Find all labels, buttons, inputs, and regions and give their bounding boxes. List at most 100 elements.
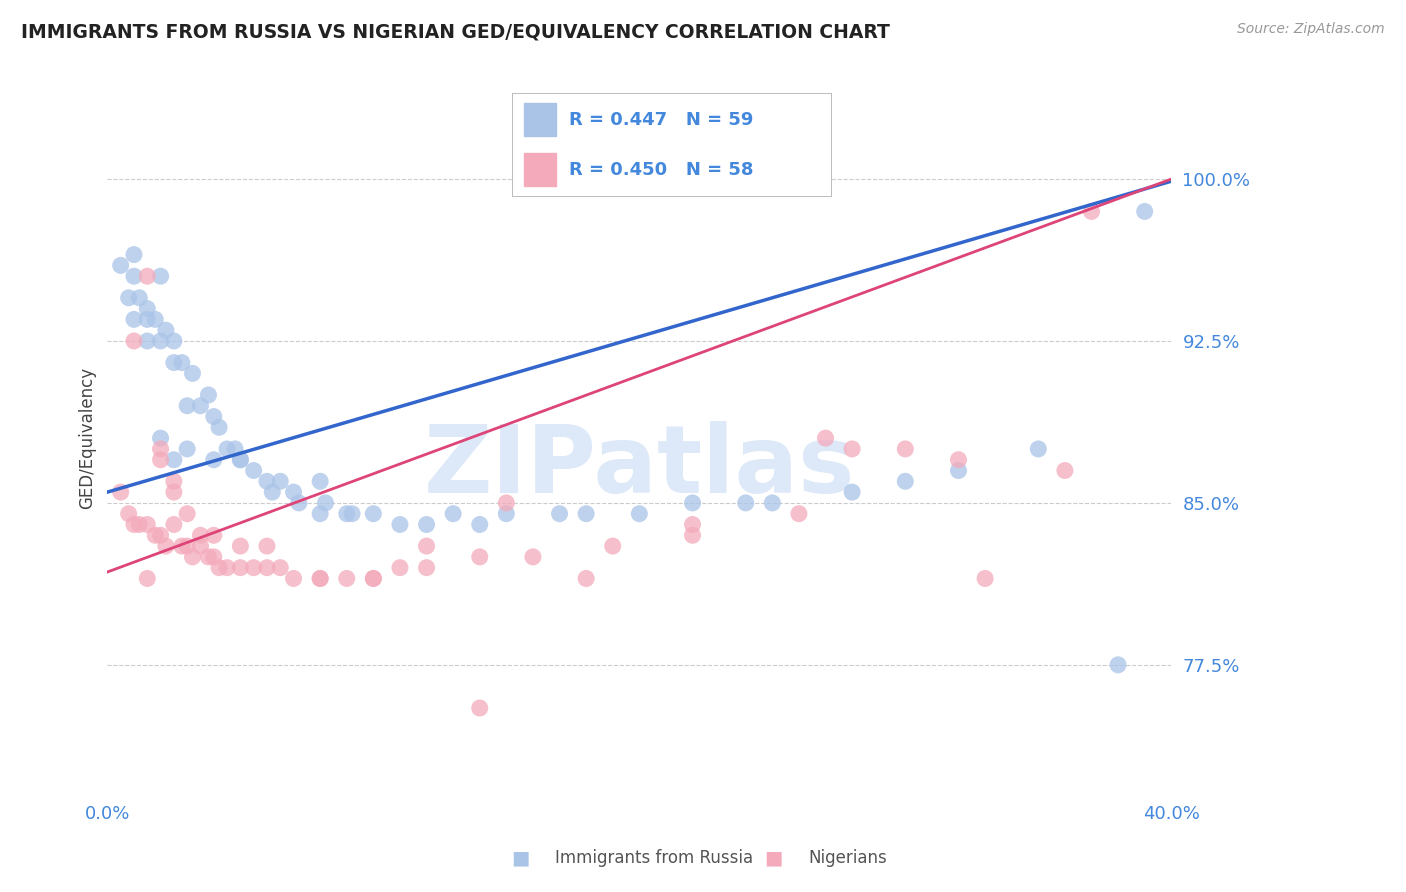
Point: [224, 442, 246, 456]
Point: [143, 528, 166, 542]
Point: [136, 517, 159, 532]
Point: [309, 572, 332, 586]
Point: [110, 259, 132, 273]
Point: [522, 549, 544, 564]
Text: Immigrants from Russia: Immigrants from Russia: [555, 849, 754, 867]
Point: [163, 334, 186, 348]
Point: [441, 507, 464, 521]
Point: [841, 442, 863, 456]
Point: [202, 409, 225, 424]
Point: [110, 485, 132, 500]
Point: [309, 475, 332, 489]
Point: [1053, 463, 1076, 477]
Point: [202, 549, 225, 564]
Text: ■: ■: [763, 848, 783, 868]
Point: [1080, 204, 1102, 219]
Point: [1133, 204, 1156, 219]
Text: ■: ■: [510, 848, 530, 868]
Point: [363, 572, 385, 586]
Point: [197, 549, 219, 564]
Point: [242, 560, 264, 574]
Text: ZIPatlas: ZIPatlas: [423, 421, 855, 513]
Point: [761, 496, 783, 510]
Point: [309, 572, 332, 586]
Point: [495, 507, 517, 521]
Point: [122, 517, 145, 532]
Point: [262, 485, 284, 500]
Point: [217, 560, 239, 574]
Point: [283, 572, 305, 586]
Point: [948, 452, 970, 467]
Point: [974, 572, 997, 586]
Point: [242, 463, 264, 477]
Point: [256, 475, 278, 489]
Point: [468, 549, 491, 564]
Point: [149, 442, 172, 456]
Point: [468, 701, 491, 715]
Point: [128, 517, 150, 532]
Point: [336, 507, 359, 521]
Point: [283, 485, 305, 500]
Point: [602, 539, 624, 553]
Point: [163, 355, 186, 369]
Point: [894, 475, 917, 489]
Point: [176, 399, 198, 413]
Point: [136, 572, 159, 586]
Point: [415, 539, 437, 553]
Point: [155, 539, 177, 553]
Point: [229, 452, 252, 467]
Point: [682, 517, 704, 532]
Point: [1107, 657, 1129, 672]
Point: [176, 539, 198, 553]
Point: [149, 334, 172, 348]
Point: [118, 507, 141, 521]
Point: [202, 452, 225, 467]
Point: [288, 496, 311, 510]
Point: [163, 452, 186, 467]
Point: [176, 442, 198, 456]
Point: [149, 431, 172, 445]
Text: Source: ZipAtlas.com: Source: ZipAtlas.com: [1237, 22, 1385, 37]
Point: [269, 560, 291, 574]
Point: [363, 507, 385, 521]
Point: [1026, 442, 1049, 456]
Point: [149, 528, 172, 542]
Point: [841, 485, 863, 500]
Point: [163, 517, 186, 532]
Point: [415, 560, 437, 574]
Point: [734, 496, 756, 510]
Point: [190, 399, 212, 413]
Point: [336, 572, 359, 586]
Y-axis label: GED/Equivalency: GED/Equivalency: [79, 368, 96, 509]
Point: [190, 539, 212, 553]
Point: [575, 572, 598, 586]
Point: [894, 442, 917, 456]
Point: [468, 517, 491, 532]
Point: [197, 388, 219, 402]
Point: [136, 269, 159, 284]
Point: [155, 323, 177, 337]
Point: [208, 420, 231, 434]
Point: [190, 528, 212, 542]
Point: [136, 312, 159, 326]
Point: [948, 463, 970, 477]
Point: [176, 507, 198, 521]
Point: [363, 572, 385, 586]
Point: [682, 496, 704, 510]
Point: [229, 539, 252, 553]
Point: [495, 496, 517, 510]
Point: [128, 291, 150, 305]
Point: [136, 334, 159, 348]
Point: [229, 560, 252, 574]
Point: [143, 312, 166, 326]
Point: [118, 291, 141, 305]
Point: [122, 334, 145, 348]
Point: [217, 442, 239, 456]
Point: [628, 507, 651, 521]
Point: [229, 452, 252, 467]
Point: [149, 269, 172, 284]
Point: [208, 560, 231, 574]
Point: [149, 452, 172, 467]
Point: [309, 507, 332, 521]
Point: [415, 517, 437, 532]
